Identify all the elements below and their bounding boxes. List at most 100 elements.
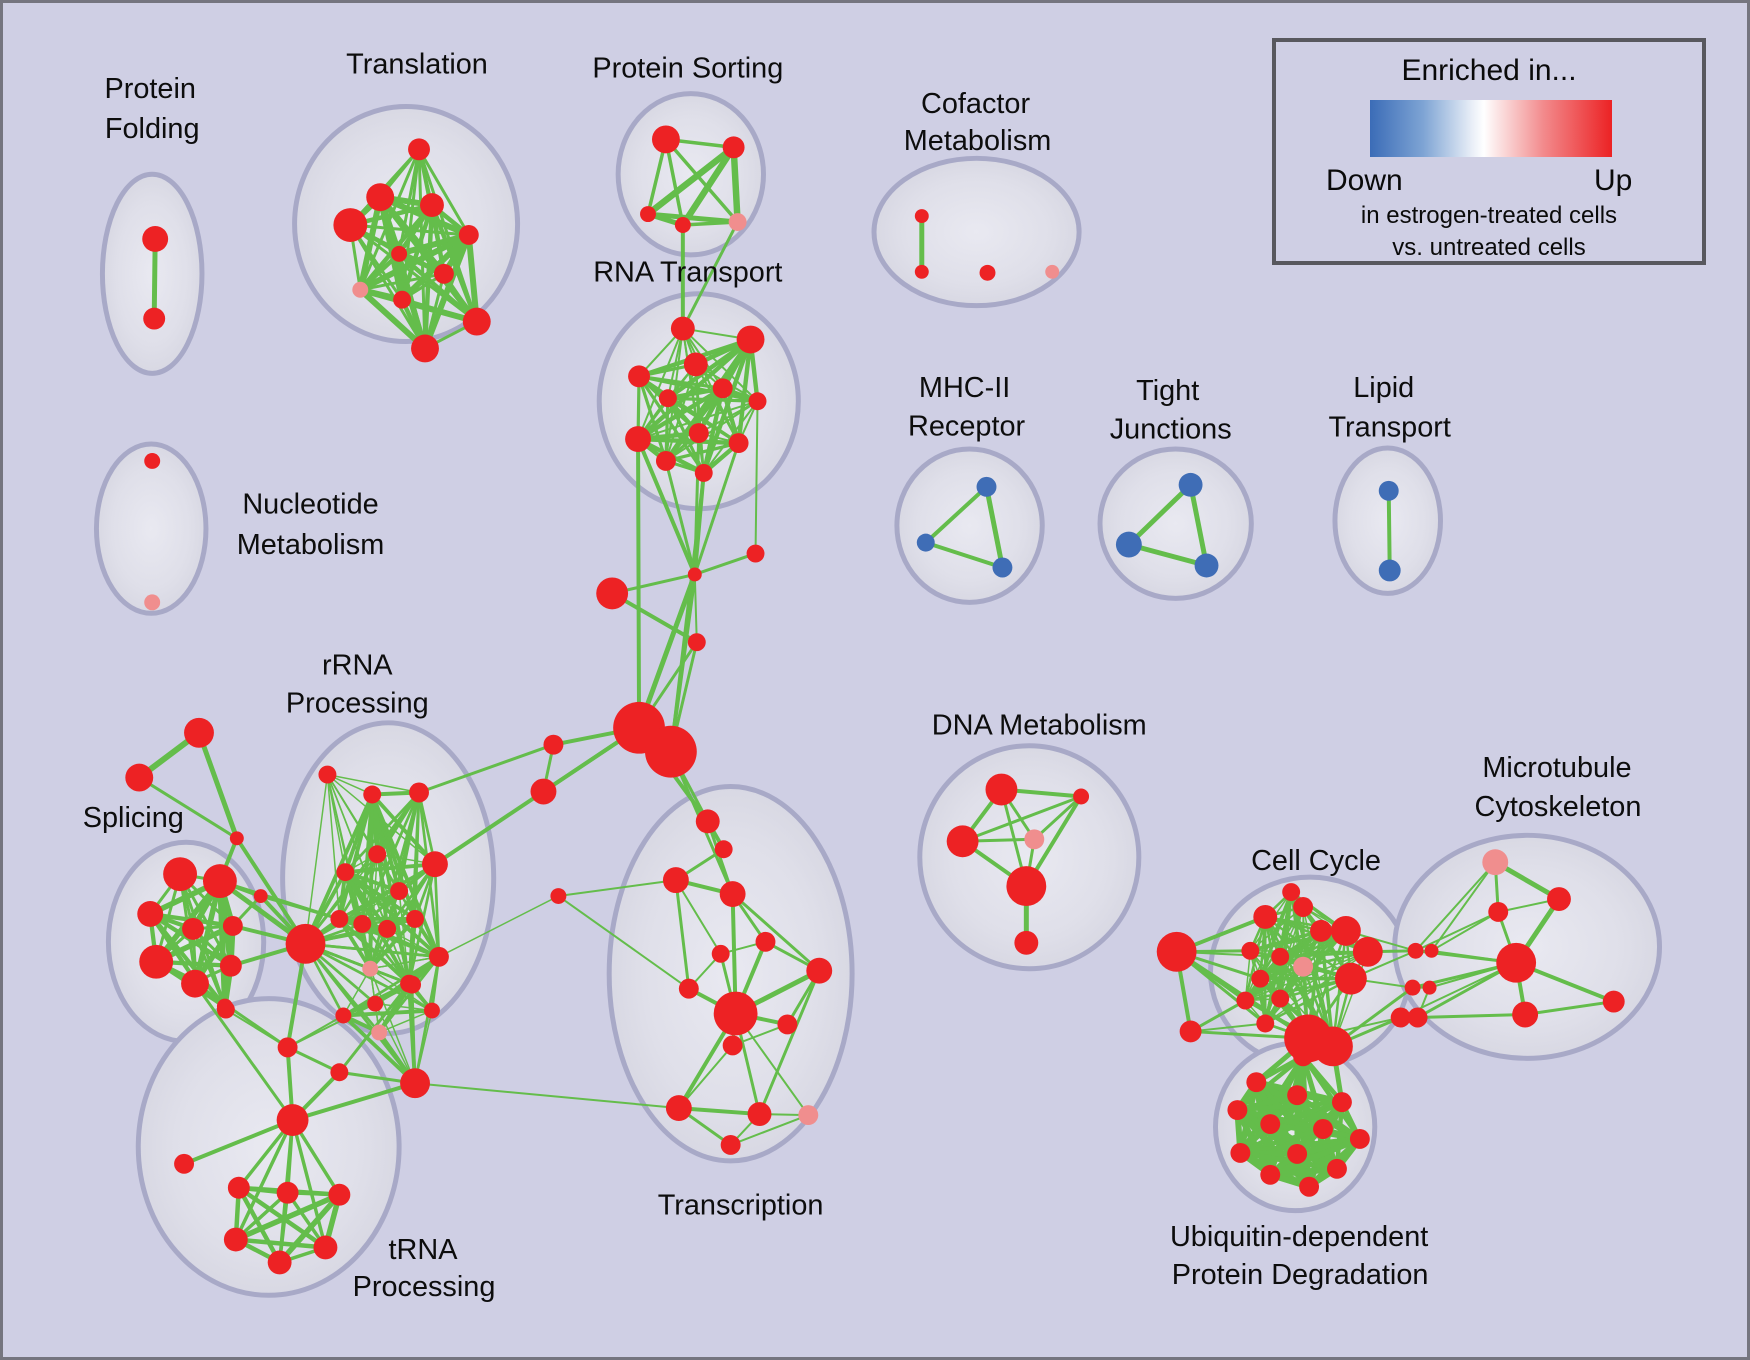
edge: [286, 1014, 345, 1049]
node: [1179, 1020, 1202, 1043]
edge: [1188, 482, 1210, 568]
cluster-label: Protein Sorting: [592, 52, 783, 84]
node: [530, 778, 557, 805]
cluster-label: rRNA: [322, 650, 393, 682]
edge: [923, 540, 1005, 570]
node: [411, 334, 439, 363]
node: [125, 763, 154, 792]
node: [722, 136, 745, 159]
edge: [644, 144, 737, 218]
edge: [399, 231, 472, 303]
edge: [731, 892, 821, 973]
edge: [610, 591, 699, 645]
edge: [417, 743, 555, 794]
edge: [342, 967, 371, 1017]
edge: [636, 571, 698, 731]
node: [596, 577, 629, 610]
edge: [357, 194, 384, 293]
cluster-label: Metabolism: [237, 529, 385, 561]
node: [712, 378, 733, 399]
node: [1227, 1100, 1248, 1121]
node: [318, 765, 337, 784]
node: [1253, 905, 1278, 929]
edge: [693, 441, 741, 576]
edge: [984, 484, 1005, 570]
cluster-label: Translation: [346, 48, 488, 80]
edge: [679, 144, 737, 229]
edge: [438, 895, 560, 958]
node: [777, 1014, 798, 1035]
node: [408, 138, 430, 161]
cluster-label: Nucleotide: [242, 488, 378, 520]
edge: [697, 400, 759, 435]
edge: [276, 1191, 343, 1266]
edge: [1126, 542, 1210, 568]
edge: [1032, 794, 1083, 841]
edge: [681, 220, 740, 331]
edge: [636, 437, 642, 730]
node: [985, 773, 1018, 806]
cluster-label: Ubiquitin-dependent: [1170, 1221, 1428, 1253]
node: [746, 544, 765, 563]
edge: [368, 791, 421, 971]
cluster-ellipse-protein_folding: [99, 171, 205, 376]
node: [1390, 1007, 1411, 1028]
node: [184, 717, 214, 748]
edge: [182, 1118, 295, 1166]
node: [728, 433, 749, 454]
node: [747, 1102, 772, 1127]
cluster-label: DNA Metabolism: [932, 709, 1147, 741]
node: [1287, 1143, 1308, 1164]
node: [976, 476, 997, 497]
legend-box: Enriched in... Down Up in estrogen-treat…: [1272, 38, 1706, 265]
edge: [557, 879, 677, 898]
node: [1241, 941, 1260, 960]
edge: [368, 916, 417, 971]
edge: [151, 236, 158, 322]
edge: [1244, 977, 1353, 1002]
edge: [433, 862, 441, 959]
edge: [1414, 861, 1497, 952]
edge: [636, 437, 697, 577]
cluster-label: Transcription: [658, 1189, 824, 1221]
cluster-label: Lipid: [1353, 372, 1414, 404]
node: [393, 290, 412, 309]
node: [1310, 919, 1332, 942]
node: [1488, 902, 1509, 922]
node: [728, 213, 747, 231]
edge: [681, 220, 740, 227]
edge: [645, 211, 741, 225]
edge: [1523, 1000, 1616, 1017]
edge: [669, 471, 706, 754]
edge: [407, 916, 417, 986]
node: [1407, 1007, 1428, 1028]
edge: [414, 1082, 680, 1110]
node: [330, 1063, 349, 1082]
node: [423, 1002, 440, 1019]
cluster-label: Metabolism: [904, 125, 1052, 157]
cluster-label: Tight: [1136, 375, 1199, 407]
node: [227, 1176, 250, 1199]
edge: [637, 400, 759, 441]
node: [683, 352, 708, 377]
node: [285, 923, 326, 964]
cluster-label: Splicing: [83, 802, 184, 834]
node: [714, 840, 733, 859]
node: [1352, 936, 1383, 967]
node: [313, 1235, 338, 1260]
node: [336, 863, 355, 882]
node: [330, 909, 349, 928]
node: [378, 919, 397, 938]
node: [267, 1250, 292, 1275]
edge: [1267, 1135, 1363, 1178]
node: [420, 193, 444, 218]
edge: [378, 1009, 433, 1034]
node: [665, 1095, 692, 1122]
node: [1404, 979, 1421, 996]
edge: [358, 272, 446, 292]
edge: [326, 773, 420, 794]
cluster-label: tRNA: [389, 1234, 459, 1266]
cluster-label: Processing: [353, 1271, 496, 1303]
node: [366, 183, 395, 212]
